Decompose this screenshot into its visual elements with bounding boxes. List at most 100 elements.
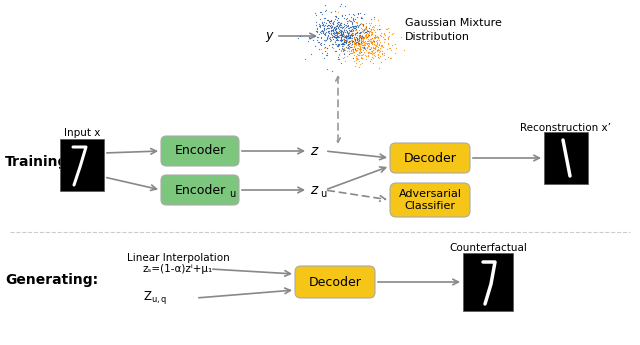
Point <box>363 36 373 42</box>
Point <box>372 26 383 31</box>
Point <box>315 29 325 35</box>
Point <box>319 28 329 33</box>
Point <box>350 37 360 43</box>
Point <box>369 17 380 22</box>
Point <box>344 45 354 51</box>
Point <box>355 46 365 52</box>
Point <box>346 14 356 19</box>
Point <box>317 22 328 27</box>
Point <box>376 33 387 39</box>
Point <box>374 27 385 32</box>
Point <box>351 57 361 63</box>
Point <box>314 22 324 28</box>
Point <box>376 59 386 64</box>
Point <box>352 29 362 35</box>
Point <box>312 34 323 40</box>
Point <box>369 38 379 43</box>
Point <box>367 24 378 30</box>
Point <box>371 46 381 51</box>
Point <box>360 26 371 32</box>
Point <box>368 45 378 51</box>
Point <box>355 31 365 36</box>
Point <box>348 35 358 41</box>
Point <box>348 23 358 29</box>
Point <box>336 36 346 41</box>
Point <box>334 30 344 35</box>
Point <box>326 24 337 30</box>
Point <box>340 39 351 45</box>
Point <box>353 38 363 43</box>
FancyBboxPatch shape <box>295 266 375 298</box>
Point <box>352 36 362 41</box>
Point <box>355 34 365 39</box>
Point <box>320 15 330 21</box>
Point <box>346 33 356 38</box>
Point <box>319 45 330 50</box>
Point <box>340 38 351 43</box>
Point <box>360 39 370 44</box>
Point <box>337 27 347 32</box>
Point <box>350 30 360 36</box>
Point <box>367 29 377 34</box>
Point <box>340 39 351 45</box>
Point <box>344 38 355 43</box>
Point <box>360 40 371 46</box>
Point <box>362 21 372 26</box>
Point <box>331 29 341 34</box>
Point <box>375 45 385 50</box>
Point <box>351 51 362 57</box>
Point <box>321 52 331 58</box>
Point <box>337 37 348 42</box>
Point <box>323 28 333 33</box>
Point <box>323 33 333 39</box>
Point <box>330 30 340 35</box>
Point <box>339 29 349 34</box>
Point <box>360 33 371 39</box>
Point <box>363 50 373 56</box>
Point <box>321 25 332 30</box>
Point <box>352 37 362 43</box>
Point <box>343 31 353 37</box>
Point <box>364 29 374 34</box>
Text: Z$_{\mathregular{u,q}}$: Z$_{\mathregular{u,q}}$ <box>143 289 167 306</box>
Point <box>332 38 342 43</box>
Point <box>327 35 337 40</box>
Point <box>349 41 359 47</box>
Text: Linear Interpolation: Linear Interpolation <box>127 253 229 263</box>
Point <box>328 41 338 47</box>
Point <box>347 39 357 45</box>
Point <box>331 29 341 34</box>
Point <box>383 55 393 60</box>
Point <box>364 49 374 55</box>
Point <box>349 39 359 45</box>
Point <box>320 49 330 54</box>
Point <box>330 27 340 32</box>
Point <box>353 32 364 37</box>
Point <box>345 34 355 39</box>
Point <box>365 29 375 34</box>
Point <box>344 26 355 31</box>
Point <box>396 34 406 39</box>
Point <box>321 29 331 34</box>
Point <box>356 34 366 39</box>
Point <box>367 51 378 57</box>
Point <box>375 48 385 53</box>
Point <box>332 23 342 28</box>
Point <box>352 56 362 62</box>
Point <box>335 29 346 34</box>
Point <box>363 29 373 34</box>
Point <box>342 53 352 58</box>
Point <box>373 46 383 52</box>
Point <box>332 37 342 43</box>
Point <box>364 50 374 55</box>
Point <box>365 16 376 21</box>
Point <box>339 23 349 29</box>
Point <box>338 30 348 35</box>
Point <box>344 36 355 41</box>
Point <box>335 4 346 9</box>
Point <box>333 46 344 52</box>
Point <box>333 37 343 42</box>
Point <box>308 38 318 43</box>
Point <box>321 38 331 43</box>
Point <box>333 43 343 48</box>
